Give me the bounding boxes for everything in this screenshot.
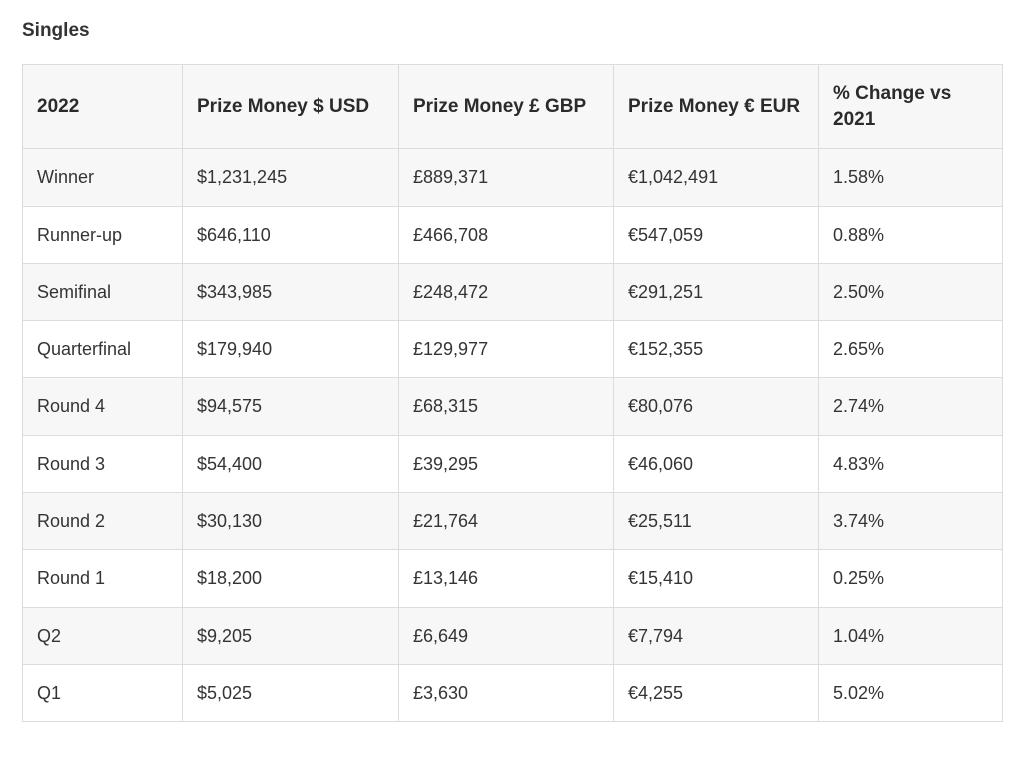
cell-gbp: £13,146 xyxy=(399,550,614,607)
prize-money-table: 2022 Prize Money $ USD Prize Money £ GBP… xyxy=(22,64,1003,722)
col-header-eur: Prize Money € EUR xyxy=(614,65,819,149)
table-row: Semifinal $343,985 £248,472 €291,251 2.5… xyxy=(23,263,1003,320)
col-header-gbp: Prize Money £ GBP xyxy=(399,65,614,149)
cell-eur: €1,042,491 xyxy=(614,149,819,206)
cell-change: 0.88% xyxy=(819,206,1003,263)
cell-usd: $9,205 xyxy=(183,607,399,664)
cell-usd: $646,110 xyxy=(183,206,399,263)
cell-eur: €4,255 xyxy=(614,664,819,721)
cell-gbp: £6,649 xyxy=(399,607,614,664)
cell-usd: $1,231,245 xyxy=(183,149,399,206)
cell-change: 2.65% xyxy=(819,321,1003,378)
cell-round: Round 4 xyxy=(23,378,183,435)
table-header-row: 2022 Prize Money $ USD Prize Money £ GBP… xyxy=(23,65,1003,149)
cell-usd: $30,130 xyxy=(183,493,399,550)
table-row: Round 3 $54,400 £39,295 €46,060 4.83% xyxy=(23,435,1003,492)
cell-gbp: £21,764 xyxy=(399,493,614,550)
cell-eur: €547,059 xyxy=(614,206,819,263)
table-row: Runner-up $646,110 £466,708 €547,059 0.8… xyxy=(23,206,1003,263)
cell-eur: €46,060 xyxy=(614,435,819,492)
cell-eur: €291,251 xyxy=(614,263,819,320)
cell-round: Runner-up xyxy=(23,206,183,263)
cell-round: Semifinal xyxy=(23,263,183,320)
col-header-usd: Prize Money $ USD xyxy=(183,65,399,149)
cell-round: Round 1 xyxy=(23,550,183,607)
cell-round: Round 2 xyxy=(23,493,183,550)
table-row: Q2 $9,205 £6,649 €7,794 1.04% xyxy=(23,607,1003,664)
cell-eur: €80,076 xyxy=(614,378,819,435)
cell-change: 1.58% xyxy=(819,149,1003,206)
cell-round: Quarterfinal xyxy=(23,321,183,378)
cell-gbp: £129,977 xyxy=(399,321,614,378)
table-row: Round 1 $18,200 £13,146 €15,410 0.25% xyxy=(23,550,1003,607)
col-header-change: % Change vs 2021 xyxy=(819,65,1003,149)
section-title: Singles xyxy=(22,20,1002,42)
cell-round: Winner xyxy=(23,149,183,206)
table-row: Winner $1,231,245 £889,371 €1,042,491 1.… xyxy=(23,149,1003,206)
cell-eur: €152,355 xyxy=(614,321,819,378)
cell-round: Q1 xyxy=(23,664,183,721)
cell-change: 2.50% xyxy=(819,263,1003,320)
table-row: Quarterfinal $179,940 £129,977 €152,355 … xyxy=(23,321,1003,378)
table-row: Round 2 $30,130 £21,764 €25,511 3.74% xyxy=(23,493,1003,550)
cell-change: 0.25% xyxy=(819,550,1003,607)
cell-round: Q2 xyxy=(23,607,183,664)
cell-gbp: £248,472 xyxy=(399,263,614,320)
table-row: Q1 $5,025 £3,630 €4,255 5.02% xyxy=(23,664,1003,721)
cell-gbp: £68,315 xyxy=(399,378,614,435)
cell-usd: $179,940 xyxy=(183,321,399,378)
cell-gbp: £3,630 xyxy=(399,664,614,721)
cell-change: 4.83% xyxy=(819,435,1003,492)
cell-gbp: £889,371 xyxy=(399,149,614,206)
cell-change: 3.74% xyxy=(819,493,1003,550)
cell-gbp: £39,295 xyxy=(399,435,614,492)
cell-round: Round 3 xyxy=(23,435,183,492)
cell-eur: €7,794 xyxy=(614,607,819,664)
cell-usd: $94,575 xyxy=(183,378,399,435)
cell-usd: $54,400 xyxy=(183,435,399,492)
cell-usd: $5,025 xyxy=(183,664,399,721)
cell-usd: $343,985 xyxy=(183,263,399,320)
cell-eur: €15,410 xyxy=(614,550,819,607)
cell-eur: €25,511 xyxy=(614,493,819,550)
cell-usd: $18,200 xyxy=(183,550,399,607)
cell-change: 1.04% xyxy=(819,607,1003,664)
cell-change: 2.74% xyxy=(819,378,1003,435)
table-row: Round 4 $94,575 £68,315 €80,076 2.74% xyxy=(23,378,1003,435)
cell-change: 5.02% xyxy=(819,664,1003,721)
cell-gbp: £466,708 xyxy=(399,206,614,263)
col-header-year: 2022 xyxy=(23,65,183,149)
